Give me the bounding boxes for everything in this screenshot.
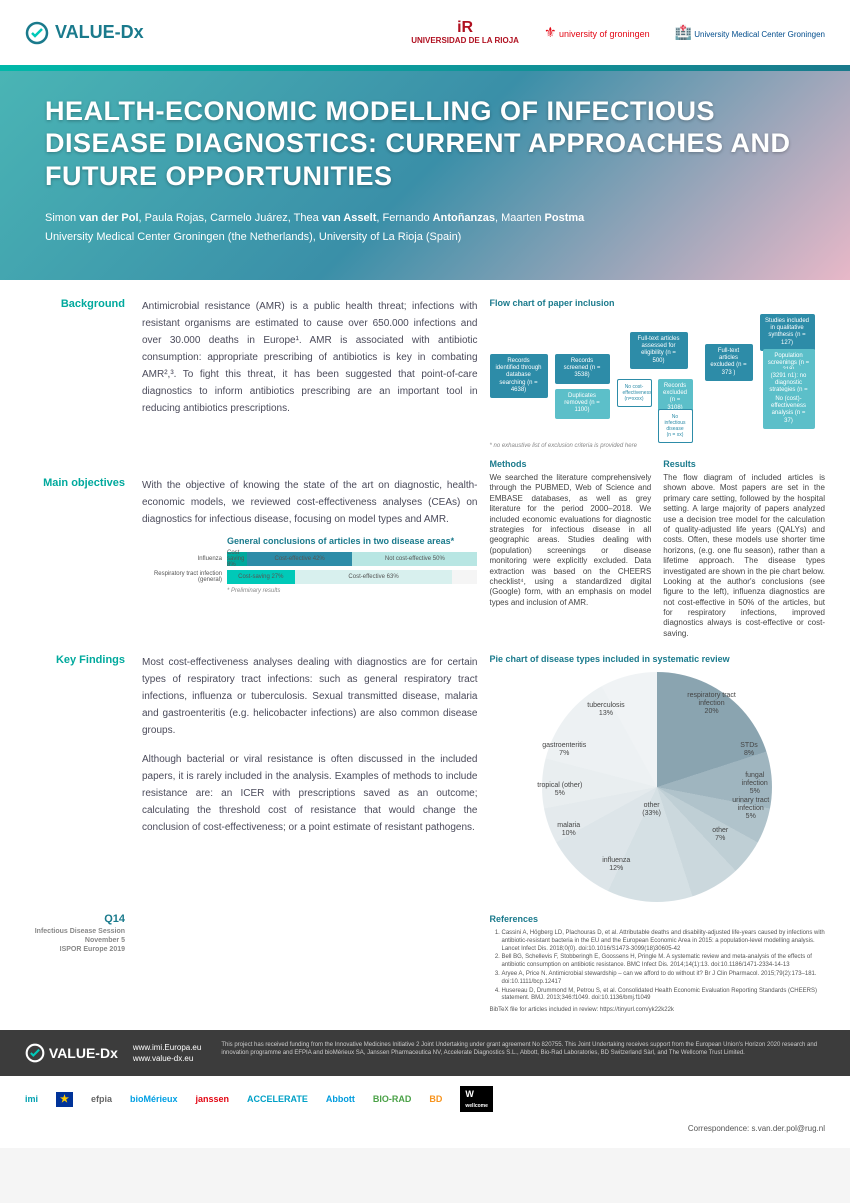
text-background: Antimicrobial resistance (AMR) is a publ…	[142, 298, 478, 462]
flowchart-note: * no exhaustive list of exclusion criter…	[490, 443, 637, 449]
pie-label: other7%	[712, 827, 728, 842]
bar-segment: Cost saving 8%	[227, 552, 247, 566]
refs-heading: References	[490, 914, 826, 926]
label-background: Background	[25, 298, 130, 462]
pie-label: tropical (other)5%	[537, 782, 582, 797]
flow-box: No cost-effectiveness (n=xxxx)	[617, 379, 652, 407]
poster: VALUE-Dx iRUNIVERSIDAD DE LA RIOJA ⚜ uni…	[0, 0, 850, 1148]
footer-dark: VALUE-Dx www.imi.Europa.eu www.value-dx.…	[0, 1030, 850, 1076]
correspondence: Correspondence: s.van.der.pol@rug.nl	[25, 1124, 825, 1133]
text-objectives: With the objective of knowing the state …	[142, 477, 478, 528]
partner-logos: iRUNIVERSIDAD DE LA RIOJA ⚜ university o…	[411, 19, 825, 45]
funding-text: This project has received funding from t…	[221, 1042, 825, 1058]
flow-box: Records screened (n = 3538)	[555, 354, 610, 384]
sponsor-row: imi ★ efpia bioMérieux janssen ACCELERATE Abbo…	[0, 1076, 850, 1148]
sponsor-logo: bioMérieux	[130, 1094, 178, 1104]
flow-box: No infectious disease (n = xx)	[658, 409, 693, 443]
sponsor-logo: BIO-RAD	[373, 1094, 412, 1104]
flow-box: Full-text articles assessed for eligibil…	[630, 332, 688, 369]
findings-p1: Most cost-effectiveness analyses dealing…	[142, 654, 478, 739]
check-circle-icon	[25, 21, 49, 45]
bar-segment	[452, 570, 477, 584]
check-circle-icon	[25, 1043, 45, 1063]
pie-label: tuberculosis13%	[587, 702, 624, 717]
bibtex-line: BibTeX file for articles included in rev…	[490, 1007, 826, 1015]
findings-block: Most cost-effectiveness analyses dealing…	[142, 654, 478, 897]
footer-left: VALUE-Dx www.imi.Europa.eu www.value-dx.…	[25, 1042, 201, 1064]
flowchart: Records identified through database sear…	[490, 314, 826, 449]
sponsor-logo: Abbott	[326, 1094, 355, 1104]
bar-label: Influenza	[142, 556, 227, 563]
pie-label: gastroenteritis7%	[542, 742, 586, 757]
affiliation: University Medical Center Groningen (the…	[45, 231, 805, 243]
methods-results: Methods We searched the literature compr…	[490, 459, 826, 639]
pie-wrap: respiratory tractinfection20% STDs8% funga…	[490, 672, 826, 902]
objectives-block: With the objective of knowing the state …	[142, 477, 478, 639]
sponsor-logo: janssen	[196, 1094, 230, 1104]
barchart-note: * Preliminary results	[227, 588, 478, 594]
reference-item: Husereau D, Drummond M, Petrou S, et al.…	[502, 988, 826, 1004]
footer-urls: www.imi.Europa.eu www.value-dx.eu	[133, 1042, 201, 1064]
reference-item: Bell BG, Schellevis F, Stobberingh E, Go…	[502, 954, 826, 970]
body-grid: Background Antimicrobial resistance (AMR…	[0, 280, 850, 1030]
sponsor-logo: BD	[429, 1094, 442, 1104]
logo-rioja: iRUNIVERSIDAD DE LA RIOJA	[411, 19, 519, 45]
pie-label: fungal infection5%	[737, 772, 772, 795]
bar-segment: Cost-effective 63%	[295, 570, 453, 584]
flow-box: Duplicates removed (n = 1100)	[555, 389, 610, 419]
bar-segment: Not cost-effective 50%	[352, 552, 477, 566]
barchart-heading: General conclusions of articles in two d…	[227, 536, 478, 546]
flow-box: Full-text articles excluded (n = 373 )	[705, 344, 753, 381]
reference-item: Aryee A, Price N. Antimicrobial stewards…	[502, 971, 826, 987]
bar-segment: Cost-saving 27%	[227, 570, 295, 584]
reference-item: Cassini A, Högberg LD, Plachouras D, et …	[502, 930, 826, 953]
bar-row: InfluenzaCost saving 8%Cost-effective 42…	[142, 552, 478, 566]
results-col: Results The flow diagram of included art…	[663, 459, 825, 639]
sponsor-logo: ★	[56, 1094, 73, 1105]
q14-box: Q14 Infectious Disease Session November …	[25, 912, 130, 1015]
flow-box: No (cost)-effectiveness analysis (n = 37…	[763, 392, 815, 429]
sponsor-logo: imi	[25, 1094, 38, 1104]
poster-title: HEALTH-ECONOMIC MODELLING OF INFECTIOUS …	[45, 95, 805, 192]
pie-label: urinary tractinfection5%	[732, 797, 769, 820]
bar-segment: Cost-effective 42%	[247, 552, 352, 566]
pie-label: other(33%)	[642, 802, 661, 817]
footer-logo: VALUE-Dx	[25, 1043, 118, 1063]
methods-col: Methods We searched the literature compr…	[490, 459, 652, 639]
pie-label: respiratory tractinfection20%	[687, 692, 736, 715]
flowchart-heading: Flow chart of paper inclusion	[490, 298, 826, 308]
bar-track: Cost-saving 27%Cost-effective 63%	[227, 570, 478, 584]
bar-track: Cost saving 8%Cost-effective 42%Not cost…	[227, 552, 478, 566]
authors-line: Simon van der Pol, Paula Rojas, Carmelo …	[45, 210, 805, 227]
results-text: The flow diagram of included articles is…	[663, 473, 825, 639]
label-findings: Key Findings	[25, 654, 130, 897]
methods-heading: Methods	[490, 459, 652, 469]
pie-label: STDs8%	[740, 742, 758, 757]
sponsor-logo: ACCELERATE	[247, 1094, 308, 1104]
results-heading: Results	[663, 459, 825, 469]
pie-label: malaria10%	[557, 822, 580, 837]
bar-row: Respiratory tract infection (general)Cos…	[142, 570, 478, 584]
flow-box: Records identified through database sear…	[490, 354, 548, 398]
bar-label: Respiratory tract infection (general)	[142, 571, 227, 584]
methods-text: We searched the literature comprehensive…	[490, 473, 652, 608]
pie-refs-panel: Pie chart of disease types included in s…	[490, 654, 826, 1015]
sponsor-logo: efpia	[91, 1094, 112, 1104]
pie-label: influenza12%	[602, 857, 630, 872]
barchart: General conclusions of articles in two d…	[142, 536, 478, 594]
pie-heading: Pie chart of disease types included in s…	[490, 654, 826, 664]
hero-banner: HEALTH-ECONOMIC MODELLING OF INFECTIOUS …	[0, 65, 850, 280]
sponsor-logo: Wwellcome	[460, 1086, 493, 1112]
flow-box: Studies included in qualitative synthesi…	[760, 314, 815, 351]
pie-chart: respiratory tractinfection20% STDs8% funga…	[542, 672, 772, 902]
references: References Cassini A, Högberg LD, Placho…	[490, 914, 826, 1015]
flowchart-panel: Flow chart of paper inclusion Records id…	[490, 298, 826, 639]
q14-code: Q14	[25, 912, 125, 926]
header-logo-bar: VALUE-Dx iRUNIVERSIDAD DE LA RIOJA ⚜ uni…	[0, 0, 850, 65]
logo-groningen: ⚜ university of groningen	[544, 25, 650, 40]
findings-p2: Although bacterial or viral resistance i…	[142, 751, 478, 836]
label-objectives: Main objectives	[25, 477, 130, 639]
main-logo: VALUE-Dx	[25, 21, 144, 45]
logo-umcg: 🏥 University Medical Center Groningen	[675, 25, 825, 40]
